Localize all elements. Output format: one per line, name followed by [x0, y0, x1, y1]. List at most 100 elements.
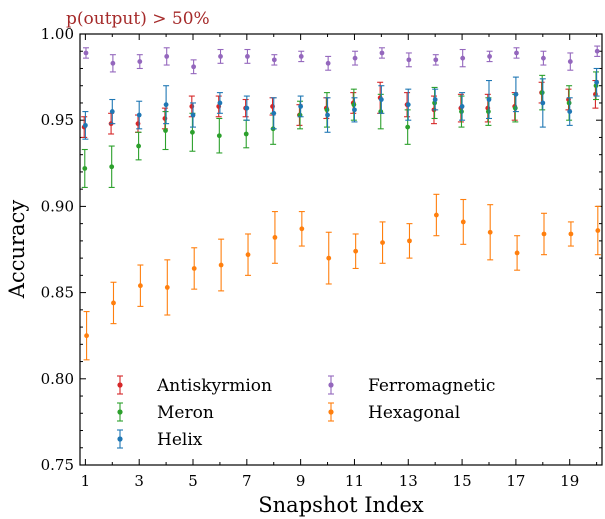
data-point	[541, 231, 547, 237]
series-meron	[81, 71, 600, 188]
plot-frame	[79, 33, 603, 466]
data-point	[163, 102, 169, 108]
data-point	[487, 54, 492, 59]
y-tick-label: 0.75	[41, 456, 74, 474]
data-point	[218, 262, 224, 268]
data-point	[432, 97, 438, 102]
data-point	[245, 54, 250, 59]
x-tick-label: 19	[560, 472, 579, 490]
data-point	[485, 109, 491, 114]
legend-label: Helix	[157, 430, 203, 450]
data-point	[514, 250, 520, 256]
data-point	[379, 50, 385, 56]
x-tick-label: 1	[81, 472, 91, 490]
data-point	[298, 54, 304, 59]
data-point	[539, 90, 545, 96]
legend-marker	[117, 409, 123, 415]
x-tick-label: 5	[188, 472, 198, 490]
legend-marker	[328, 409, 334, 415]
y-tick-label: 1.00	[41, 25, 74, 43]
data-point	[353, 248, 359, 254]
legend-marker	[117, 382, 123, 388]
legend-marker	[117, 436, 123, 442]
data-point	[271, 57, 277, 63]
data-point	[164, 285, 170, 290]
data-point	[137, 283, 143, 289]
data-point	[513, 91, 519, 97]
x-tick-labels: 1 3 5 7 9 11 13 15 17 19	[81, 472, 580, 490]
data-point	[460, 219, 466, 225]
data-point	[567, 59, 573, 64]
data-point	[460, 55, 466, 61]
y-tick-label: 0.85	[41, 284, 74, 302]
data-point	[566, 100, 572, 106]
data-point	[137, 59, 143, 64]
data-point	[136, 143, 141, 149]
legend-label: Ferromagnetic	[368, 376, 495, 396]
chart-title: p(output) > 50%	[66, 9, 210, 29]
data-point	[271, 110, 277, 116]
data-point	[324, 107, 330, 113]
x-tick-label: 3	[134, 472, 144, 490]
data-point	[325, 112, 330, 118]
data-point	[459, 104, 465, 109]
data-point	[405, 124, 411, 130]
data-point	[216, 133, 222, 139]
data-point	[136, 112, 142, 118]
data-point	[352, 55, 358, 61]
x-tick-label: 11	[345, 472, 364, 490]
data-point	[84, 333, 89, 339]
y-tick-labels: 0.75 0.80 0.85 0.90 0.95 1.00	[41, 25, 74, 474]
data-point	[244, 105, 250, 111]
x-tick-label: 7	[242, 472, 252, 490]
data-point	[487, 229, 493, 235]
x-tick-label: 17	[506, 472, 525, 490]
legend-item-hexagonal: Hexagonal	[328, 402, 460, 423]
data-point	[83, 50, 89, 56]
data-point	[459, 109, 464, 114]
data-point	[514, 50, 519, 56]
data-point	[217, 100, 223, 106]
data-point	[163, 128, 168, 133]
data-point	[109, 109, 115, 114]
y-tick-label: 0.90	[41, 197, 74, 215]
data-point	[111, 300, 116, 306]
data-point	[245, 252, 251, 258]
data-point	[243, 131, 249, 137]
data-point	[109, 164, 115, 170]
legend: Antiskyrmion Meron Helix Ferromagnetic Hexag…	[117, 375, 495, 450]
legend-item-ferromagnetic: Ferromagnetic	[328, 375, 495, 396]
data-point	[272, 235, 278, 240]
series-layer	[81, 45, 601, 361]
data-point	[325, 60, 331, 66]
data-point	[164, 54, 170, 59]
data-point	[433, 212, 439, 218]
axis-ticks	[80, 33, 602, 466]
data-point	[433, 57, 439, 63]
legend-label: Antiskyrmion	[156, 376, 272, 396]
data-point	[540, 100, 546, 106]
data-point	[380, 240, 385, 246]
data-point	[351, 102, 357, 108]
data-point	[218, 54, 223, 59]
data-point	[594, 79, 600, 85]
data-point	[110, 60, 116, 66]
data-point	[378, 97, 384, 102]
data-point	[352, 107, 357, 113]
data-point	[299, 226, 305, 232]
data-point	[595, 228, 601, 233]
legend-item-antiskyrmion: Antiskyrmion	[117, 375, 272, 396]
data-point	[82, 166, 88, 171]
data-point	[512, 105, 518, 111]
series-helix	[82, 67, 600, 140]
data-point	[191, 64, 197, 70]
data-point	[407, 238, 412, 244]
y-tick-label: 0.80	[41, 370, 74, 388]
y-tick-label: 0.95	[41, 111, 74, 129]
data-point	[190, 129, 195, 135]
legend-item-helix: Helix	[117, 429, 203, 450]
legend-label: Meron	[157, 403, 214, 423]
data-point	[191, 266, 197, 271]
data-point	[405, 102, 411, 108]
